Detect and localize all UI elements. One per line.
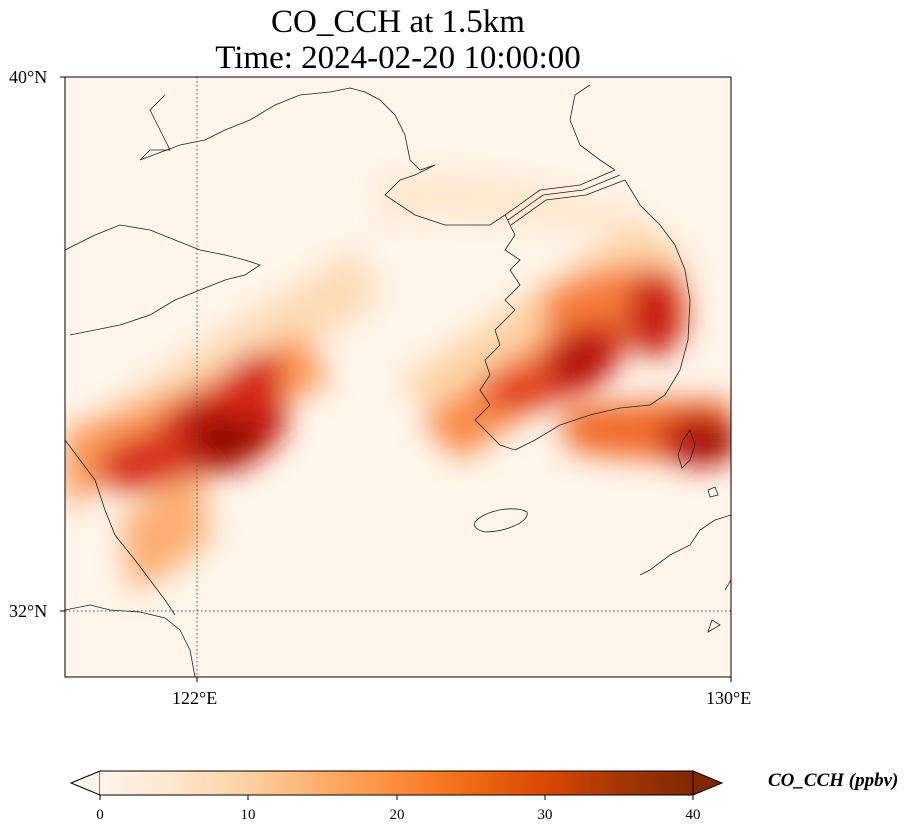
colorbar-tick-label: 20 bbox=[389, 807, 405, 823]
colorbar-tick-label: 10 bbox=[240, 807, 256, 823]
map-subtitle-time: Time: 2024-02-20 10:00:00 bbox=[215, 40, 581, 76]
lon-tick-label: 122°E bbox=[172, 688, 218, 708]
colorbar-gradient bbox=[100, 771, 693, 795]
lon-tick-label: 130°E bbox=[706, 688, 752, 708]
colorbar-tick-label: 30 bbox=[537, 807, 553, 823]
gridlines bbox=[65, 77, 731, 677]
concentration-field bbox=[65, 77, 731, 677]
map-title: CO_CCH at 1.5km bbox=[271, 4, 525, 40]
colorbar-extend-min bbox=[69, 770, 101, 796]
coastline-layer bbox=[65, 84, 731, 677]
map-frame bbox=[64, 76, 732, 678]
axis-ticks bbox=[60, 76, 732, 682]
lat-tick-label: 32°N bbox=[9, 601, 48, 621]
colorbar-extend-max bbox=[692, 770, 724, 796]
colorbar-tick-label: 40 bbox=[685, 807, 701, 823]
colorbar-label: CO_CCH (ppbv) bbox=[768, 770, 899, 791]
colorbar-tick-label: 0 bbox=[96, 807, 104, 823]
lat-tick-label: 40°N bbox=[9, 67, 48, 87]
colorbar bbox=[69, 770, 724, 800]
